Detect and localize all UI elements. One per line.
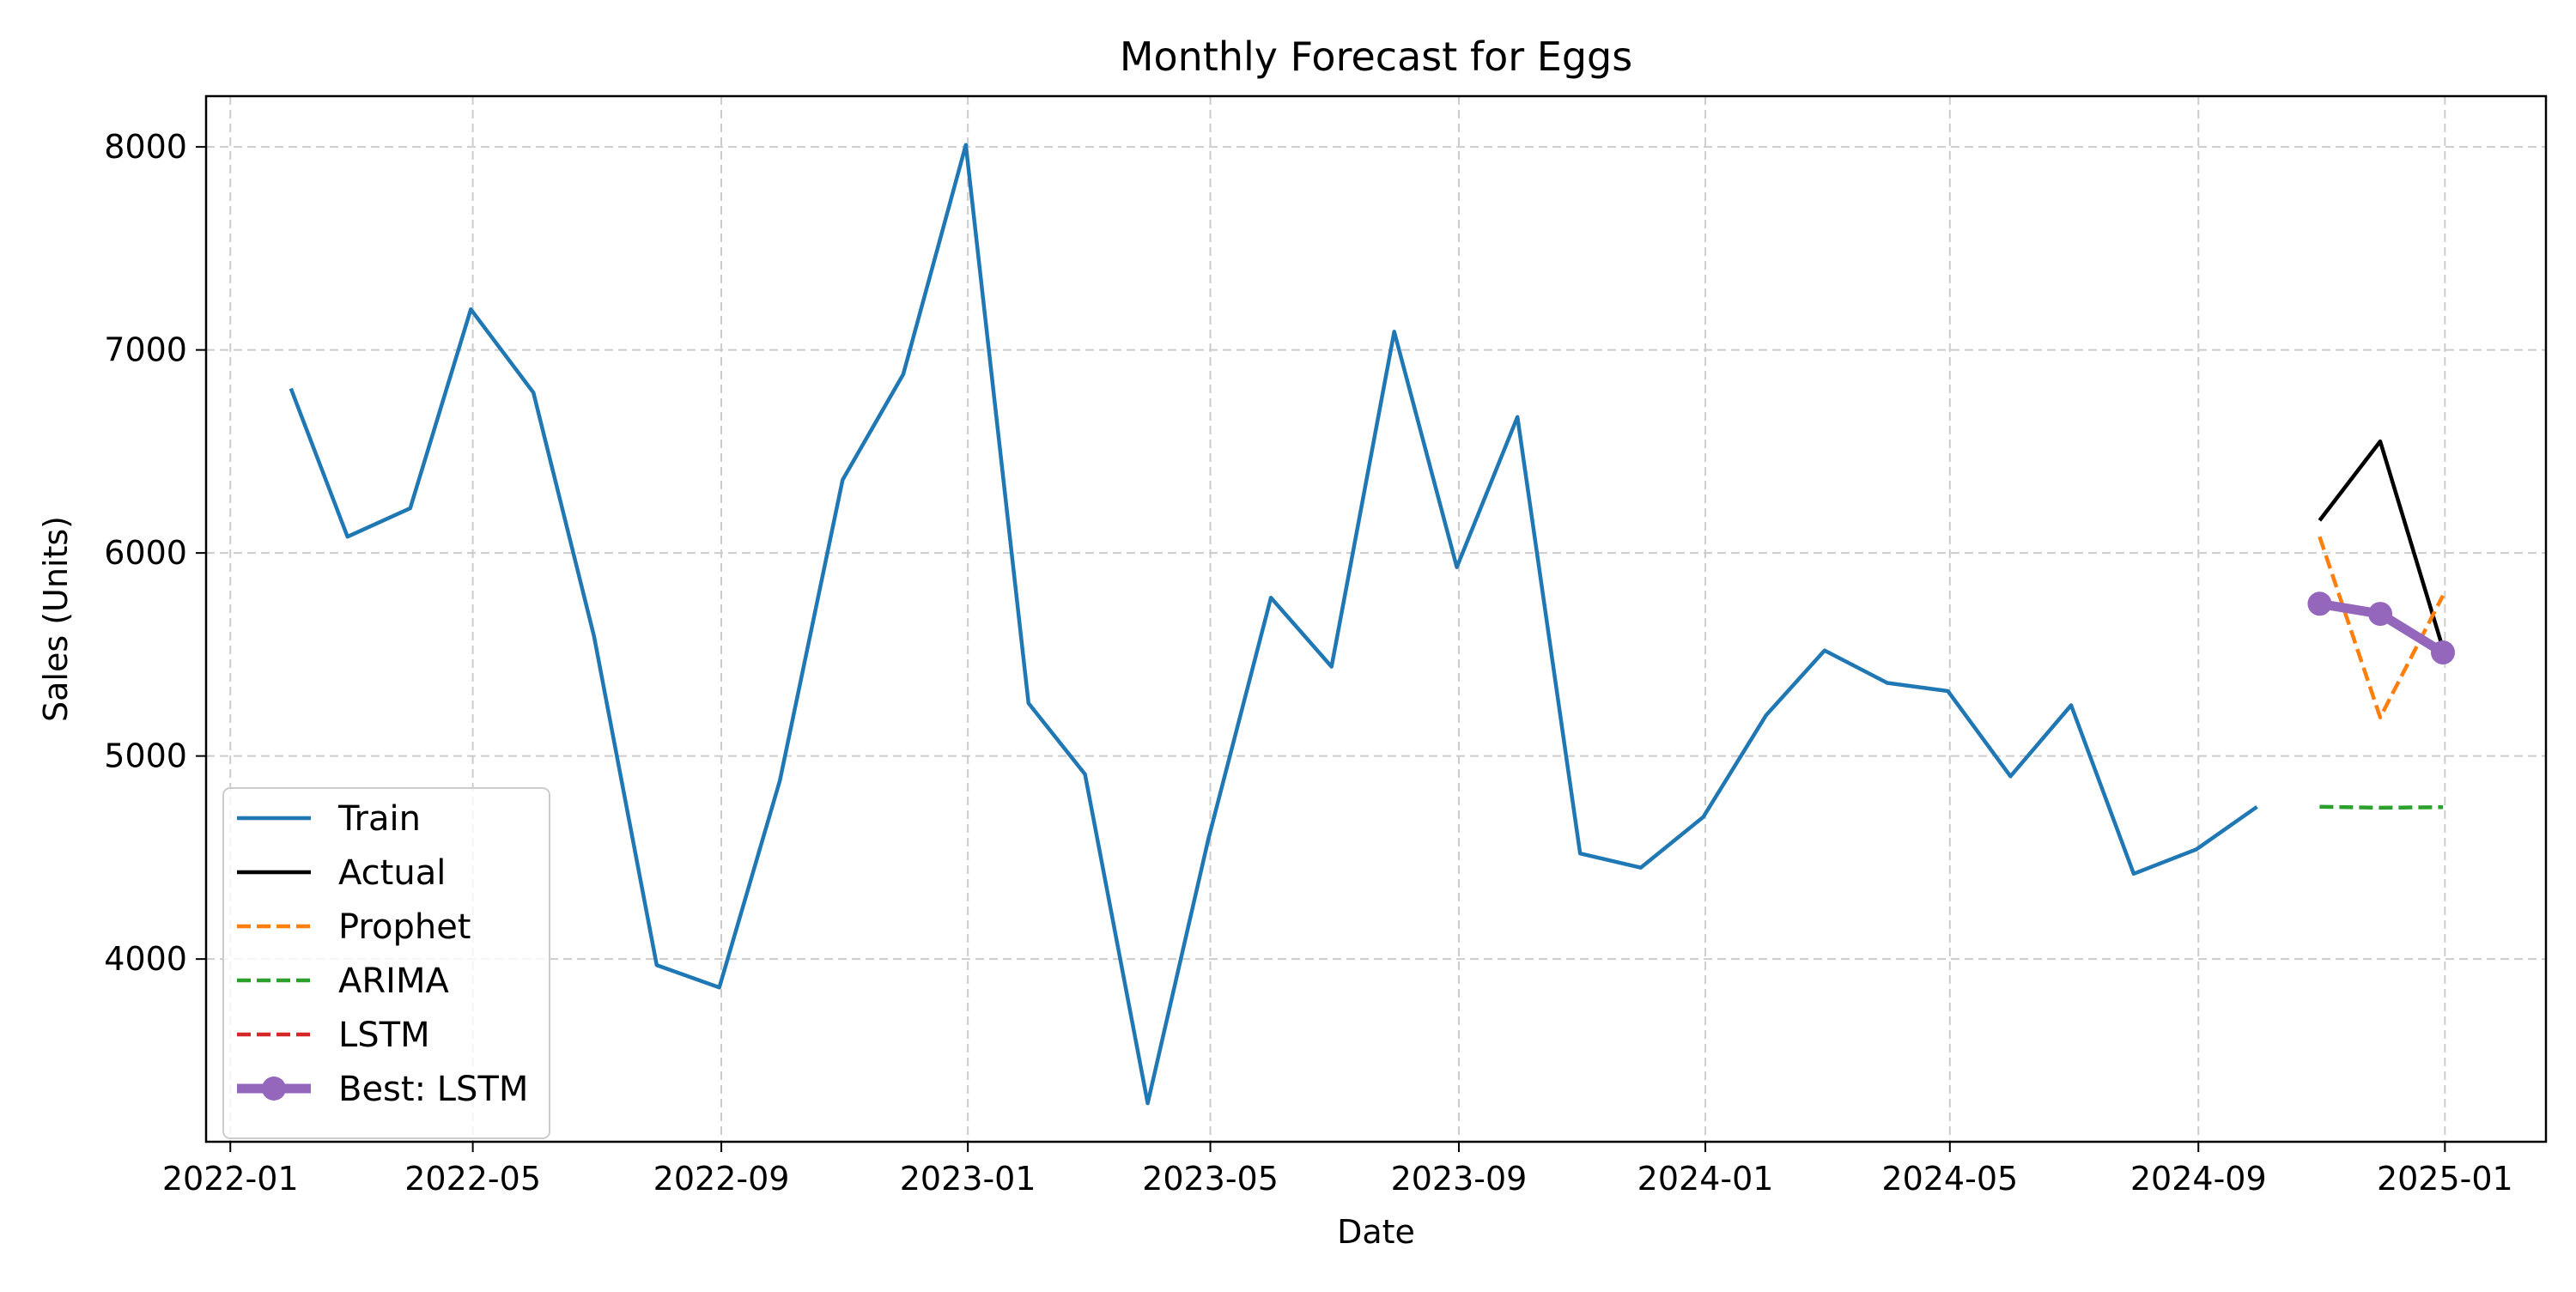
series-line-prophet xyxy=(2318,536,2445,719)
x-tick-label: 2025-01 xyxy=(2377,1160,2513,1198)
axis-ticks: 2022-01 2022-05 2022-09 2023-01 2023-05 2023-… xyxy=(104,128,2512,1198)
y-tick-label: 4000 xyxy=(104,940,187,978)
x-tick-label: 2024-09 xyxy=(2130,1160,2267,1198)
legend-label-best-lstm: Best: LSTM xyxy=(338,1070,528,1109)
legend-label-prophet: Prophet xyxy=(338,907,471,947)
plot-frame xyxy=(204,94,2548,1143)
x-tick-label: 2023-01 xyxy=(900,1160,1036,1198)
legend-label-train: Train xyxy=(337,799,421,839)
legend-label-lstm: LSTM xyxy=(338,1016,430,1055)
data-point-best-lstm xyxy=(2430,640,2455,665)
x-axis-label: Date xyxy=(1337,1213,1415,1251)
chart-legend: Train Actual Prophet ARIMA LSTM Best: LSTM xyxy=(222,787,550,1139)
y-tick-label: 8000 xyxy=(104,128,187,166)
series-line-train xyxy=(289,143,2258,1106)
x-tick-label: 2022-01 xyxy=(162,1160,299,1198)
y-tick-label: 5000 xyxy=(104,737,187,775)
series-lines xyxy=(289,143,2455,1106)
y-tick-label: 7000 xyxy=(104,331,187,369)
legend-marker-best-lstm xyxy=(262,1077,286,1101)
x-tick-label: 2024-01 xyxy=(1637,1160,1774,1198)
series-line-arima xyxy=(2319,804,2444,810)
x-tick-label: 2024-05 xyxy=(1881,1160,2018,1198)
grid-lines xyxy=(206,96,2546,1142)
x-tick-label: 2022-05 xyxy=(404,1160,541,1198)
legend-label-arima: ARIMA xyxy=(338,961,449,1001)
y-tick-label: 6000 xyxy=(104,534,187,572)
x-tick-label: 2023-05 xyxy=(1142,1160,1279,1198)
x-tick-label: 2022-09 xyxy=(653,1160,790,1198)
data-point-best-lstm xyxy=(2307,591,2332,616)
legend-box xyxy=(222,787,550,1139)
legend-label-actual: Actual xyxy=(338,853,446,893)
x-tick-label: 2023-09 xyxy=(1391,1160,1528,1198)
series-line-actual xyxy=(2318,439,2445,649)
y-axis-label: Sales (Units) xyxy=(37,516,75,722)
data-point-best-lstm xyxy=(2368,602,2393,627)
chart-title: Monthly Forecast for Eggs xyxy=(1120,33,1632,80)
